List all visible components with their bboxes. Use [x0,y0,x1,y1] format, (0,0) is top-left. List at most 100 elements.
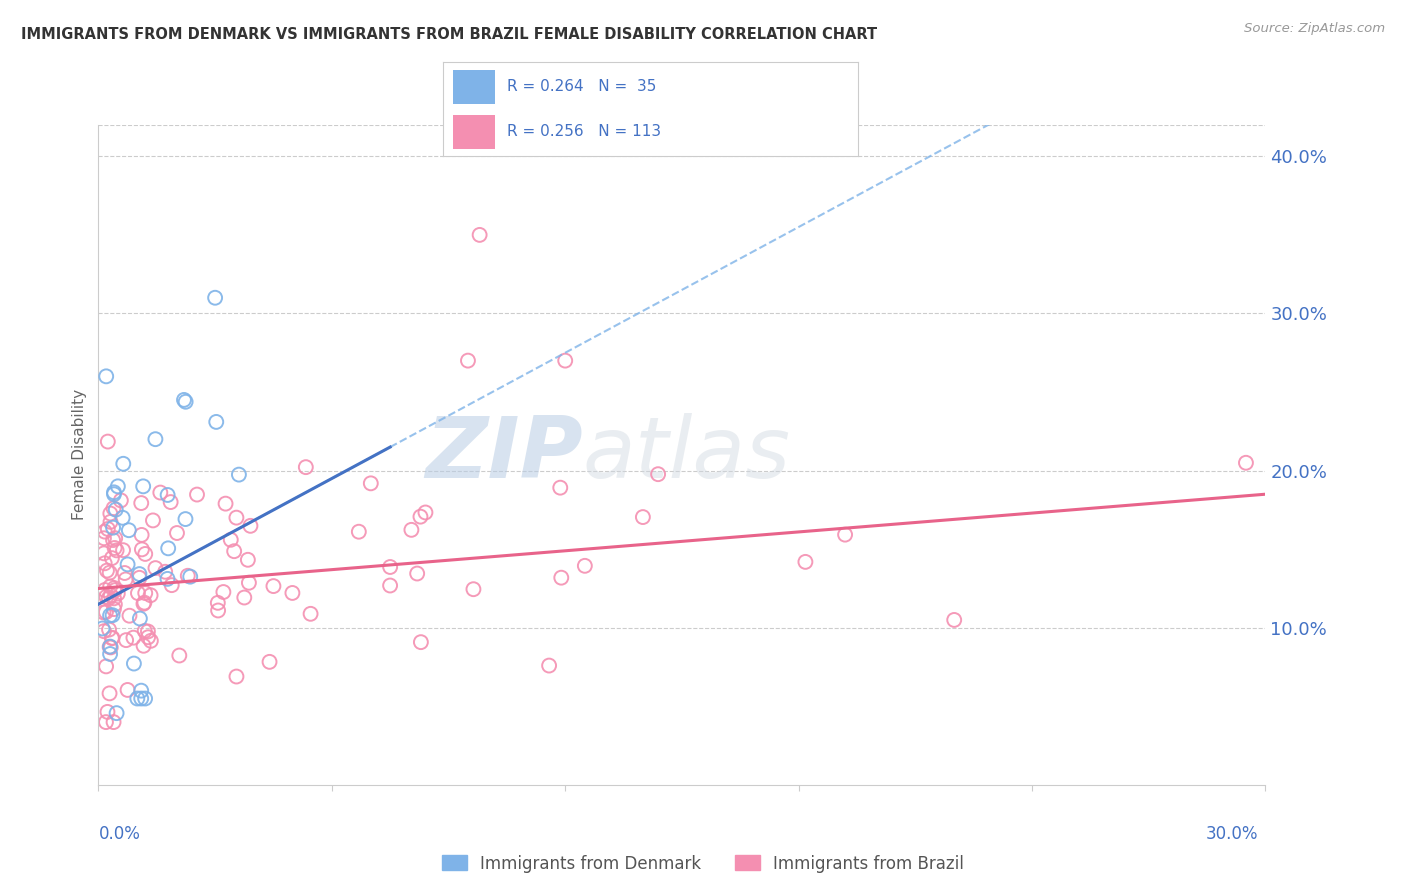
Point [134,596,156,610]
Point [101,631,124,645]
Point [259,655,281,669]
Text: IMMIGRANTS FROM DENMARK VS IMMIGRANTS FROM BRAZIL FEMALE DISABILITY CORRELATION : IMMIGRANTS FROM DENMARK VS IMMIGRANTS FR… [21,27,877,42]
Point [127,586,149,600]
Point [115,633,138,648]
Point [101,608,124,623]
Point [94,659,117,673]
Point [166,526,188,541]
Point [179,569,201,583]
Point [401,523,423,537]
Point [794,555,817,569]
Point [574,558,596,573]
Point [122,631,145,645]
Point [107,586,129,600]
Point [104,583,127,598]
Point [160,578,183,592]
Point [360,476,382,491]
Point [98,686,121,700]
Text: R = 0.256   N = 113: R = 0.256 N = 113 [508,124,661,139]
Point [173,392,195,407]
Point [104,541,127,555]
Point [118,608,141,623]
Legend: Immigrants from Denmark, Immigrants from Brazil: Immigrants from Denmark, Immigrants from… [436,848,970,880]
Point [117,558,139,572]
Point [225,510,247,524]
Point [101,551,124,566]
Point [139,633,162,648]
Point [96,705,118,719]
Point [219,533,242,547]
Point [295,460,318,475]
Point [406,566,429,581]
Point [378,578,401,592]
Point [174,394,197,409]
Point [107,479,129,493]
Point [98,640,121,654]
Point [98,566,121,580]
Point [122,657,145,671]
Point [112,543,135,558]
Point [281,586,304,600]
Point [93,606,115,620]
Point [207,596,229,610]
Point [134,547,156,561]
Point [103,487,125,501]
Bar [453,70,495,103]
Point [136,630,159,644]
Point [98,608,121,623]
Point [177,568,200,582]
Point [347,524,370,539]
Point [378,560,401,574]
Point [100,515,122,529]
Point [409,635,432,649]
Point [136,624,159,639]
Point [104,598,127,612]
Point [134,586,156,600]
Point [129,496,152,510]
Point [101,521,124,535]
Point [94,715,117,730]
Point [91,622,114,636]
Point [174,512,197,526]
Point [225,669,247,683]
Point [129,683,152,698]
Point [103,591,125,606]
Point [132,479,155,493]
Text: 30.0%: 30.0% [1206,825,1258,843]
Text: ZIP: ZIP [425,413,582,497]
Point [111,510,134,524]
Text: atlas: atlas [582,413,790,497]
Point [238,575,260,590]
Point [98,647,121,661]
Point [262,579,284,593]
Point [103,581,125,595]
Point [145,432,167,446]
Point [207,603,229,617]
Point [415,506,437,520]
Point [132,639,155,653]
Point [134,691,156,706]
Point [128,571,150,585]
Point [132,597,155,611]
Point [104,502,127,516]
Point [100,640,122,655]
Point [457,353,479,368]
Point [142,513,165,527]
Text: R = 0.264   N =  35: R = 0.264 N = 35 [508,79,657,95]
Point [214,497,236,511]
Point [93,557,115,571]
Point [93,546,115,560]
Point [239,518,262,533]
Point [101,631,124,645]
Point [101,533,124,547]
Point [204,291,226,305]
Point [93,524,115,539]
Point [112,457,135,471]
Point [131,528,153,542]
Point [834,527,856,541]
Point [94,605,117,619]
Point [105,543,128,558]
Point [128,567,150,582]
Point [647,467,669,482]
Point [128,611,150,625]
